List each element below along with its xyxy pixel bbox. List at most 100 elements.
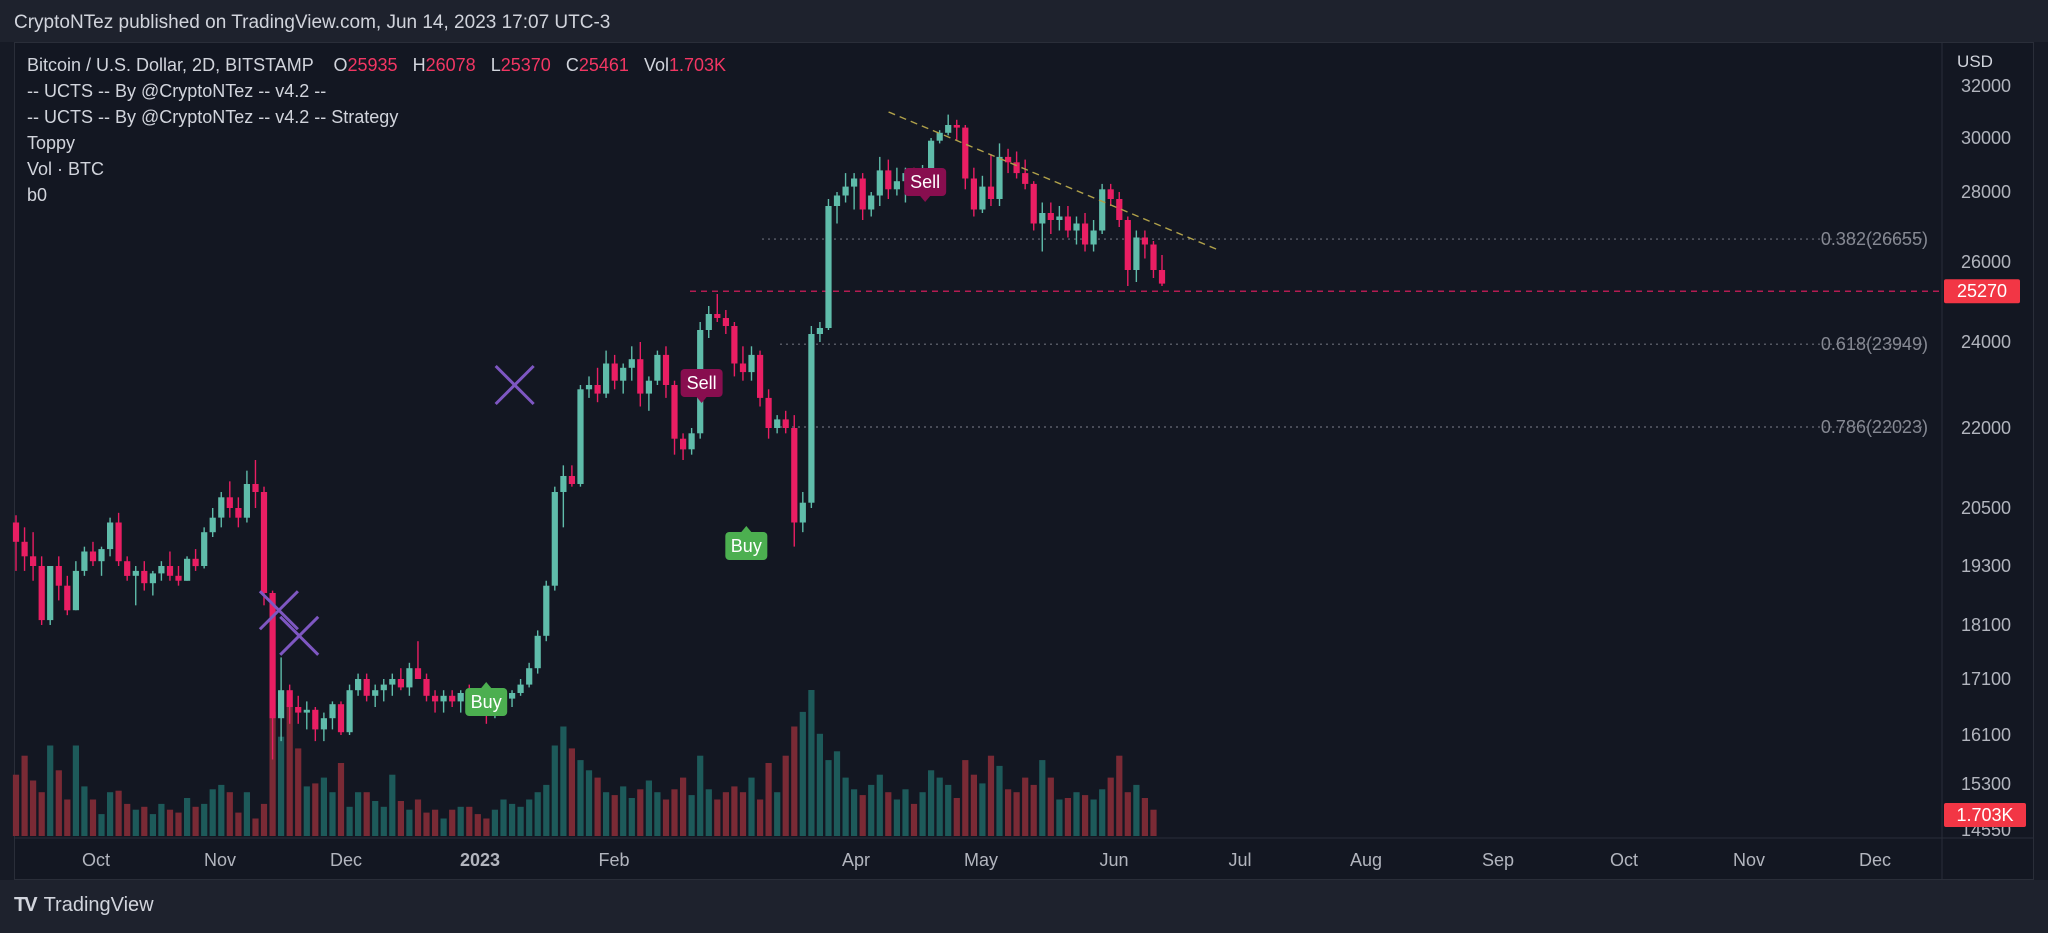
candle-body <box>765 397 772 428</box>
volume-bar <box>962 760 969 836</box>
candle-body <box>209 517 216 533</box>
volume-bar <box>38 792 45 836</box>
volume-bar <box>671 789 678 836</box>
candle-body <box>534 635 541 669</box>
volume-bar <box>645 780 652 836</box>
volume-bar <box>825 760 832 836</box>
candle-body <box>757 354 764 398</box>
volume-bar <box>158 803 165 836</box>
price-tick-label: 19300 <box>1961 556 2011 576</box>
candle-body <box>423 679 430 696</box>
candle-body <box>1013 162 1020 174</box>
cross-marker <box>494 364 535 406</box>
candle-body <box>637 359 644 394</box>
fib-level-label: 0.786(22023) <box>1821 417 1928 437</box>
candle-body <box>175 575 182 581</box>
volume-bar <box>260 803 268 836</box>
volume-bar <box>637 789 644 836</box>
candle-body <box>1107 189 1114 199</box>
candle-body <box>970 178 977 210</box>
volume-bar <box>500 799 507 836</box>
candle-body <box>1116 199 1123 220</box>
price-tick-label: 15300 <box>1961 774 2011 794</box>
indicator-ucts-strategy[interactable]: -- UCTS -- By @CryptoNTez -- v4.2 -- Str… <box>27 107 399 127</box>
volume-bar <box>1141 798 1148 836</box>
volume-bar <box>628 798 635 836</box>
tradingview-logo[interactable]: TV TradingView <box>14 894 154 917</box>
volume-bar <box>1005 789 1012 836</box>
candle-body <box>680 438 687 450</box>
volume-bar <box>551 745 558 836</box>
volume-bar <box>1073 792 1080 836</box>
candle-body <box>688 433 695 450</box>
indicator-b0[interactable]: b0 <box>27 185 48 205</box>
volume-bar <box>885 792 892 836</box>
candle-body <box>1141 237 1148 245</box>
candle-body <box>312 709 319 730</box>
candle-body <box>346 690 353 733</box>
volume-bar <box>243 792 250 836</box>
candle-body <box>509 693 516 699</box>
candle-body <box>218 497 225 518</box>
volume-bar <box>115 790 122 836</box>
candle-body <box>1082 223 1089 245</box>
open-label: O <box>333 55 348 75</box>
volume-value: 1.703K <box>668 55 727 75</box>
candle-body <box>543 585 550 636</box>
time-tick-label: Oct <box>1610 850 1638 870</box>
volume-bar <box>303 786 310 836</box>
candle-body <box>115 522 122 562</box>
indicator-ucts[interactable]: -- UCTS -- By @CryptoNTez -- v4.2 -- <box>27 81 327 101</box>
volume-bar <box>945 784 952 836</box>
volume-bar <box>876 774 883 836</box>
candle-body <box>739 363 747 373</box>
volume-bar <box>337 763 345 836</box>
buy-signal-badge <box>465 688 508 716</box>
candle-body <box>278 690 285 719</box>
indicator-volume[interactable]: Vol · BTC <box>27 159 105 179</box>
cross-marker <box>258 590 299 631</box>
sell-signal-badge <box>680 369 723 397</box>
volume-bar <box>560 726 567 836</box>
volume-bar <box>568 748 575 836</box>
volume-bar <box>928 770 935 836</box>
candle-body <box>1124 220 1131 270</box>
volume-bar <box>816 733 823 836</box>
price-tick-label: 26000 <box>1961 252 2011 272</box>
candle-body <box>141 570 148 584</box>
volume-bar <box>970 774 977 836</box>
volume-bar <box>201 803 208 836</box>
buy-signal-badge <box>725 532 768 560</box>
low-label: L <box>490 55 501 75</box>
candle-body <box>945 125 952 133</box>
volume-bar <box>440 818 447 836</box>
volume-bar <box>1107 777 1114 836</box>
volume-bar <box>1039 760 1046 836</box>
symbol-row: Bitcoin / U.S. Dollar, 2D, BITSTAMP O259… <box>27 52 726 78</box>
volume-bar <box>722 792 729 836</box>
candle-body <box>731 326 738 364</box>
candle-body <box>1099 189 1106 231</box>
volume-bar <box>389 774 396 836</box>
candle-body <box>107 522 114 550</box>
fib-level-label: 0.618(23949) <box>1821 334 1928 354</box>
volume-bar <box>81 786 88 836</box>
candle-body <box>851 178 858 187</box>
candle-body <box>440 695 447 702</box>
candle-body <box>620 367 627 381</box>
volume-bar <box>491 809 498 836</box>
indicator-toppy[interactable]: Toppy <box>27 133 76 153</box>
time-tick-label: Apr <box>842 850 870 870</box>
volume-bar <box>833 751 841 836</box>
last-price-tag-text: 25270 <box>1957 281 2007 301</box>
candle-body <box>517 684 524 693</box>
volume-bar <box>842 777 849 836</box>
price-tick-label: 20500 <box>1961 498 2011 518</box>
volume-bar <box>226 792 233 836</box>
symbol-title[interactable]: Bitcoin / U.S. Dollar, 2D, BITSTAMP <box>27 55 314 75</box>
candle-body <box>449 695 456 702</box>
candle-body <box>628 359 635 368</box>
volume-bar <box>64 799 71 836</box>
volume-bar <box>680 777 687 836</box>
